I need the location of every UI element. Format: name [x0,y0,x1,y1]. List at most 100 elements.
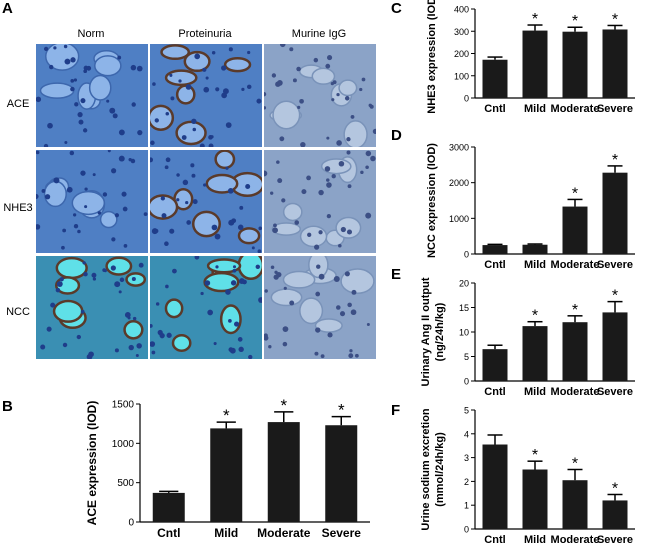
chart-e-y-tick-label: 15 [459,303,469,313]
chart-c-x-label-severe: Severe [597,103,633,115]
chart-c-y-tick-label: 400 [454,5,469,15]
urinary-ang-ii-chart: 0 5 10 15 20 Urinary Ang II output (ng/24h/kg)… [420,277,635,398]
chart-f-significance-marker-moderate: * [572,456,578,473]
panel-b-letter: B [2,398,13,415]
chart-f-y-tick-label: 2 [464,477,469,487]
chart-d-x-label-mild: Mild [524,259,546,271]
chart-b-bar-mild [210,428,243,522]
chart-c-bar-severe [602,29,628,98]
chart-b-y-tick-label: 1500 [112,400,135,411]
chart-c-y-tick-label: 200 [454,49,469,59]
chart-f-x-label-cntl: Cntl [484,534,505,546]
chart-d-y-label: NCC expression (IOD) [426,143,438,258]
chart-e-y-label-unit: (ng/24h/kg) [434,302,446,361]
chart-c-significance-marker-moderate: * [572,13,578,30]
chart-b-y-tick-label: 1000 [112,439,135,450]
chart-c-x-label-moderate: Moderate [551,103,600,115]
chart-c-significance-marker-mild: * [532,11,538,28]
ncc-expression-chart: 0 1000 2000 3000 NCC expression (IOD) Cntl Mil… [426,143,635,271]
chart-e-x-label-moderate: Moderate [551,386,600,398]
chart-b-y-tick-label: 500 [117,478,134,489]
chart-f-y-label-unit: (mmol/24h/kg) [434,432,446,507]
chart-c-bar-cntl [482,59,508,98]
chart-e-y-tick-label: 5 [464,352,469,362]
chart-e-y-tick-label: 0 [464,377,469,387]
micrograph-ace-proteinuria [150,44,262,147]
chart-b-bar-severe [325,425,358,522]
chart-d-x-label-severe: Severe [597,259,633,271]
chart-e-y-label: Urinary Ang II output [420,277,432,386]
chart-f-bar-moderate [562,480,588,529]
row-header-nhe3: NHE3 [3,202,33,214]
ace-expression-chart: 0 500 1000 1500 ACE expression (IOD) Cntl * Mil… [85,396,370,540]
chart-f-x-label-mild: Mild [524,534,546,546]
chart-e-x-label-severe: Severe [597,386,633,398]
micrograph-ace-murine-igg [264,44,376,147]
chart-f-significance-marker-severe: * [612,480,618,497]
micrograph-ncc-proteinuria [150,256,262,359]
chart-e-bar-moderate [562,322,588,381]
chart-d-y-tick-label: 2000 [449,178,469,188]
chart-c-significance-marker-severe: * [612,11,618,28]
chart-c-x-label-mild: Mild [524,103,546,115]
chart-c-y-label: NHE3 expression (IOD) [426,0,438,114]
chart-d-x-label-cntl: Cntl [484,259,505,271]
chart-b-y-tick-label: 0 [128,518,134,529]
nhe3-expression-chart: 0 100 200 300 400 NHE3 expression (IOD) Cntl * M… [426,0,635,115]
chart-c-x-label-cntl: Cntl [484,103,505,115]
column-header-murine-igg: Murine IgG [291,28,347,40]
chart-b-significance-marker-mild: * [223,406,230,425]
chart-f-y-tick-label: 4 [464,429,469,439]
chart-b-x-label-mild: Mild [214,526,238,540]
chart-b-significance-marker-severe: * [338,401,345,420]
panel-a-letter: A [2,0,13,17]
row-header-ace: ACE [6,98,30,110]
chart-f-x-label-severe: Severe [597,534,633,546]
chart-d-significance-marker-moderate: * [572,185,578,202]
chart-f-significance-marker-mild: * [532,447,538,464]
panel-d-letter: D [391,127,402,144]
chart-e-significance-marker-moderate: * [572,302,578,319]
chart-c-bar-moderate [562,31,588,98]
chart-b-x-label-cntl: Cntl [157,526,180,540]
chart-c-y-tick-label: 300 [454,27,469,37]
micrograph-ncc-norm [36,256,148,359]
chart-d-x-label-moderate: Moderate [551,259,600,271]
chart-b-x-label-severe: Severe [322,526,362,540]
panel-f-letter: F [391,402,401,419]
micrograph-ace-norm [36,44,148,147]
chart-b-x-label-moderate: Moderate [257,526,311,540]
chart-b-bar-moderate [267,422,300,522]
chart-f-y-tick-label: 5 [464,406,469,416]
chart-d-significance-marker-severe: * [612,152,618,169]
chart-d-bar-severe [602,172,628,254]
chart-e-significance-marker-mild: * [532,308,538,325]
chart-f-bar-cntl [482,444,508,529]
column-header-proteinuria: Proteinuria [178,28,232,40]
chart-c-y-tick-label: 100 [454,71,469,81]
column-header-norm: Norm [77,28,105,40]
chart-e-bar-mild [522,326,548,381]
chart-d-bar-mild [522,244,548,254]
chart-f-y-tick-label: 1 [464,501,469,511]
chart-f-y-tick-label: 0 [464,525,469,535]
micrograph-nhe3-murine-igg [264,150,376,253]
chart-d-bar-cntl [482,245,508,254]
chart-e-significance-marker-severe: * [612,288,618,305]
chart-b-significance-marker-moderate: * [280,396,287,415]
chart-b-bar-cntl [152,492,185,522]
chart-f-bar-severe [602,500,628,529]
chart-f-y-tick-label: 3 [464,453,469,463]
row-header-ncc: NCC [6,306,30,318]
urine-sodium-chart: 0 1 2 3 4 5 Urine sodium excretion (mmol/24h/kg… [420,406,635,546]
panel-e-letter: E [391,266,402,283]
chart-e-y-tick-label: 10 [459,328,469,338]
chart-d-y-tick-label: 3000 [449,143,469,153]
micrograph-nhe3-proteinuria [150,150,262,253]
micrograph-nhe3-norm [36,150,148,253]
chart-e-bar-cntl [482,349,508,381]
chart-e-x-label-cntl: Cntl [484,386,505,398]
chart-d-bar-moderate [562,206,588,254]
micrograph-ncc-murine-igg [264,256,376,359]
chart-b-y-label: ACE expression (IOD) [85,401,99,526]
